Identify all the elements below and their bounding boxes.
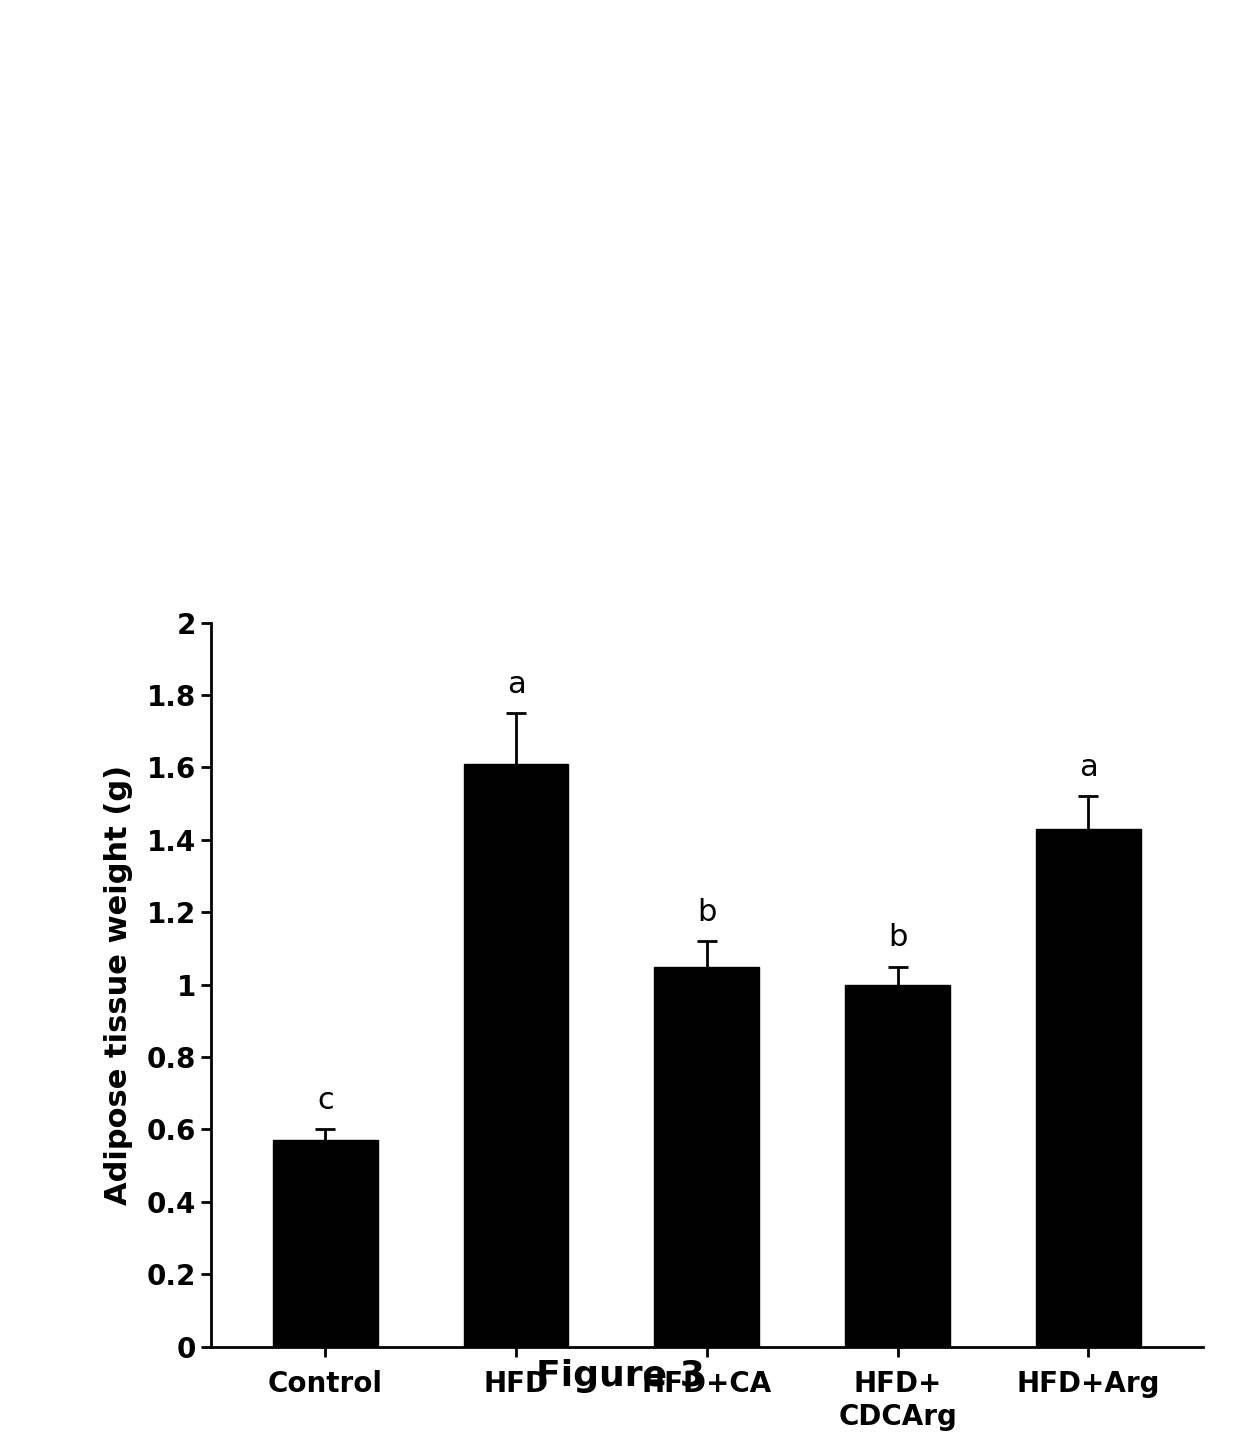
Text: Figure 3: Figure 3: [536, 1360, 704, 1393]
Bar: [1035, 830, 1141, 1347]
Text: a: a: [507, 669, 526, 699]
Y-axis label: Adipose tissue weight (g): Adipose tissue weight (g): [104, 765, 133, 1205]
Bar: [655, 967, 759, 1347]
Text: a: a: [1079, 753, 1097, 782]
Bar: [273, 1141, 378, 1347]
Text: b: b: [888, 922, 908, 953]
Bar: [464, 765, 568, 1347]
Bar: [846, 985, 950, 1347]
Text: c: c: [317, 1086, 334, 1115]
Text: b: b: [697, 898, 717, 927]
